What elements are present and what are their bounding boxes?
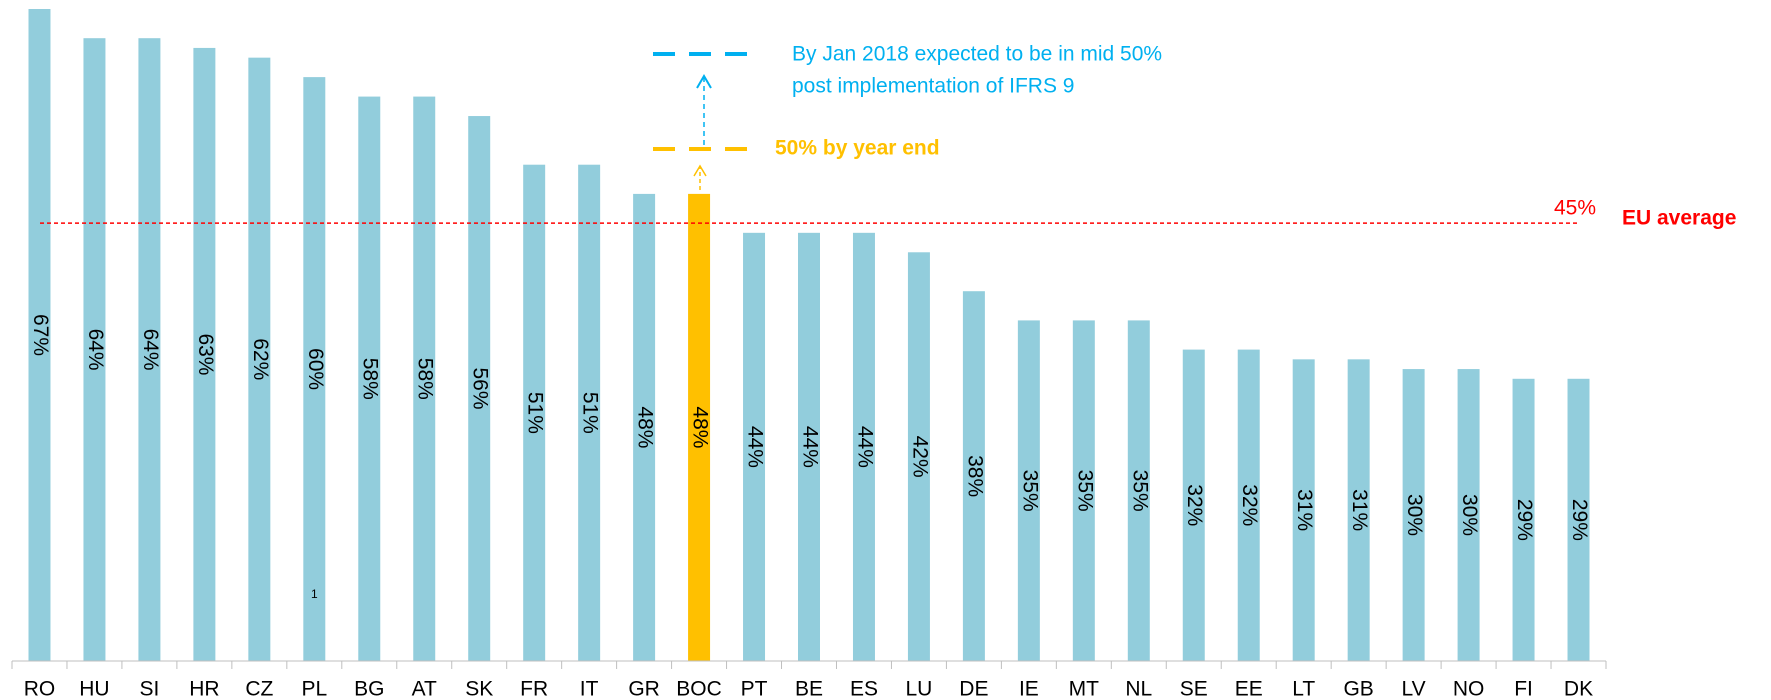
value-label: 63%: [194, 333, 217, 375]
x-tick-label: HU: [79, 678, 109, 700]
x-tick-label: CZ: [245, 678, 273, 700]
bar: [248, 57, 271, 661]
bar: [1237, 349, 1260, 661]
x-tick-label: NO: [1453, 678, 1485, 700]
x-tick-label: LV: [1402, 678, 1426, 700]
bar: [1457, 369, 1480, 661]
x-tick-label: SE: [1180, 678, 1208, 700]
expected-text: post implementation of IFRS 9: [792, 75, 1074, 98]
x-tick-label: RO: [24, 678, 56, 700]
bar: [523, 164, 546, 662]
bar: [28, 9, 51, 661]
value-label: 32%: [1183, 484, 1206, 526]
value-label: 51%: [524, 392, 547, 434]
x-tick-label: IT: [580, 678, 599, 700]
bar: [852, 232, 875, 661]
x-tick-label: BG: [354, 678, 384, 700]
year-end-text: 50% by year end: [775, 137, 940, 160]
bar: [907, 252, 930, 662]
expected-arrowhead: [696, 74, 712, 89]
expected-text: By Jan 2018 expected to be in mid 50%: [792, 43, 1162, 66]
value-label: 64%: [139, 329, 162, 371]
bar: [962, 291, 985, 661]
value-label: 29%: [1513, 499, 1536, 541]
value-label: 62%: [249, 338, 272, 380]
value-label: 35%: [1018, 470, 1041, 512]
x-tick-label: GR: [628, 678, 660, 700]
value-label: 30%: [1403, 494, 1426, 536]
value-label: 48%: [634, 406, 657, 448]
value-label: 48%: [689, 406, 712, 448]
bar: [83, 38, 106, 661]
bar: [578, 164, 601, 662]
x-tick-label: BE: [795, 678, 823, 700]
eu-average-value: 45%: [1554, 197, 1596, 220]
value-label: 42%: [908, 436, 931, 478]
x-tick-label: MT: [1069, 678, 1099, 700]
x-tick-label: LU: [906, 678, 933, 700]
bar: [1017, 320, 1040, 661]
x-tick-label: DK: [1564, 678, 1593, 700]
x-tick-label: LT: [1292, 678, 1315, 700]
value-label: 30%: [1458, 494, 1481, 536]
value-label: 64%: [84, 329, 107, 371]
bar: [468, 116, 491, 661]
x-tick-label: PL: [301, 678, 327, 700]
x-tick-label: FR: [520, 678, 548, 700]
value-label: 51%: [579, 392, 602, 434]
x-tick-label: NL: [1125, 678, 1152, 700]
year-end-arrowhead: [693, 164, 707, 177]
bar: [1512, 378, 1535, 661]
x-tick-label: IE: [1019, 678, 1039, 700]
bar: [413, 96, 436, 661]
x-tick-label: SK: [465, 678, 493, 700]
bar: [1567, 378, 1590, 661]
x-tick-label: PT: [741, 678, 768, 700]
value-label: 38%: [963, 455, 986, 497]
x-tick-label: SI: [139, 678, 159, 700]
value-label: 44%: [853, 426, 876, 468]
value-label: 31%: [1293, 489, 1316, 531]
value-label: 67%: [29, 314, 52, 356]
bar: [1402, 369, 1425, 661]
value-label: 56%: [469, 368, 492, 410]
bar: [1127, 320, 1150, 661]
value-label: 44%: [798, 426, 821, 468]
bar: [633, 193, 656, 662]
footnote: 1: [311, 587, 318, 601]
x-tick-label: HR: [189, 678, 219, 700]
bar: [138, 38, 161, 661]
bar: [688, 193, 711, 662]
eu-average-name: EU average: [1622, 207, 1736, 230]
bar: [1347, 359, 1370, 661]
value-label: 29%: [1568, 499, 1591, 541]
value-label: 35%: [1073, 470, 1096, 512]
value-label: 31%: [1348, 489, 1371, 531]
x-tick-label: FI: [1514, 678, 1533, 700]
bar: [358, 96, 381, 661]
x-tick-label: ES: [850, 678, 878, 700]
bar: [1182, 349, 1205, 661]
annotations: By Jan 2018 expected to be in mid 50% po…: [653, 43, 1162, 190]
value-label: 58%: [359, 358, 382, 400]
bar: [1072, 320, 1095, 661]
value-label: 44%: [743, 426, 766, 468]
x-tick-label: AT: [412, 678, 437, 700]
x-tick-label: GB: [1343, 678, 1373, 700]
value-label: 58%: [414, 358, 437, 400]
value-label: 35%: [1128, 470, 1151, 512]
bar: [1292, 359, 1315, 661]
bar: [193, 47, 216, 662]
x-tick-label: EE: [1235, 678, 1263, 700]
value-label: 32%: [1238, 484, 1261, 526]
x-tick-label: BOC: [676, 678, 722, 700]
bar: [743, 232, 766, 661]
value-label: 60%: [304, 348, 327, 390]
bar: [798, 232, 820, 661]
x-tick-label: DE: [959, 678, 988, 700]
